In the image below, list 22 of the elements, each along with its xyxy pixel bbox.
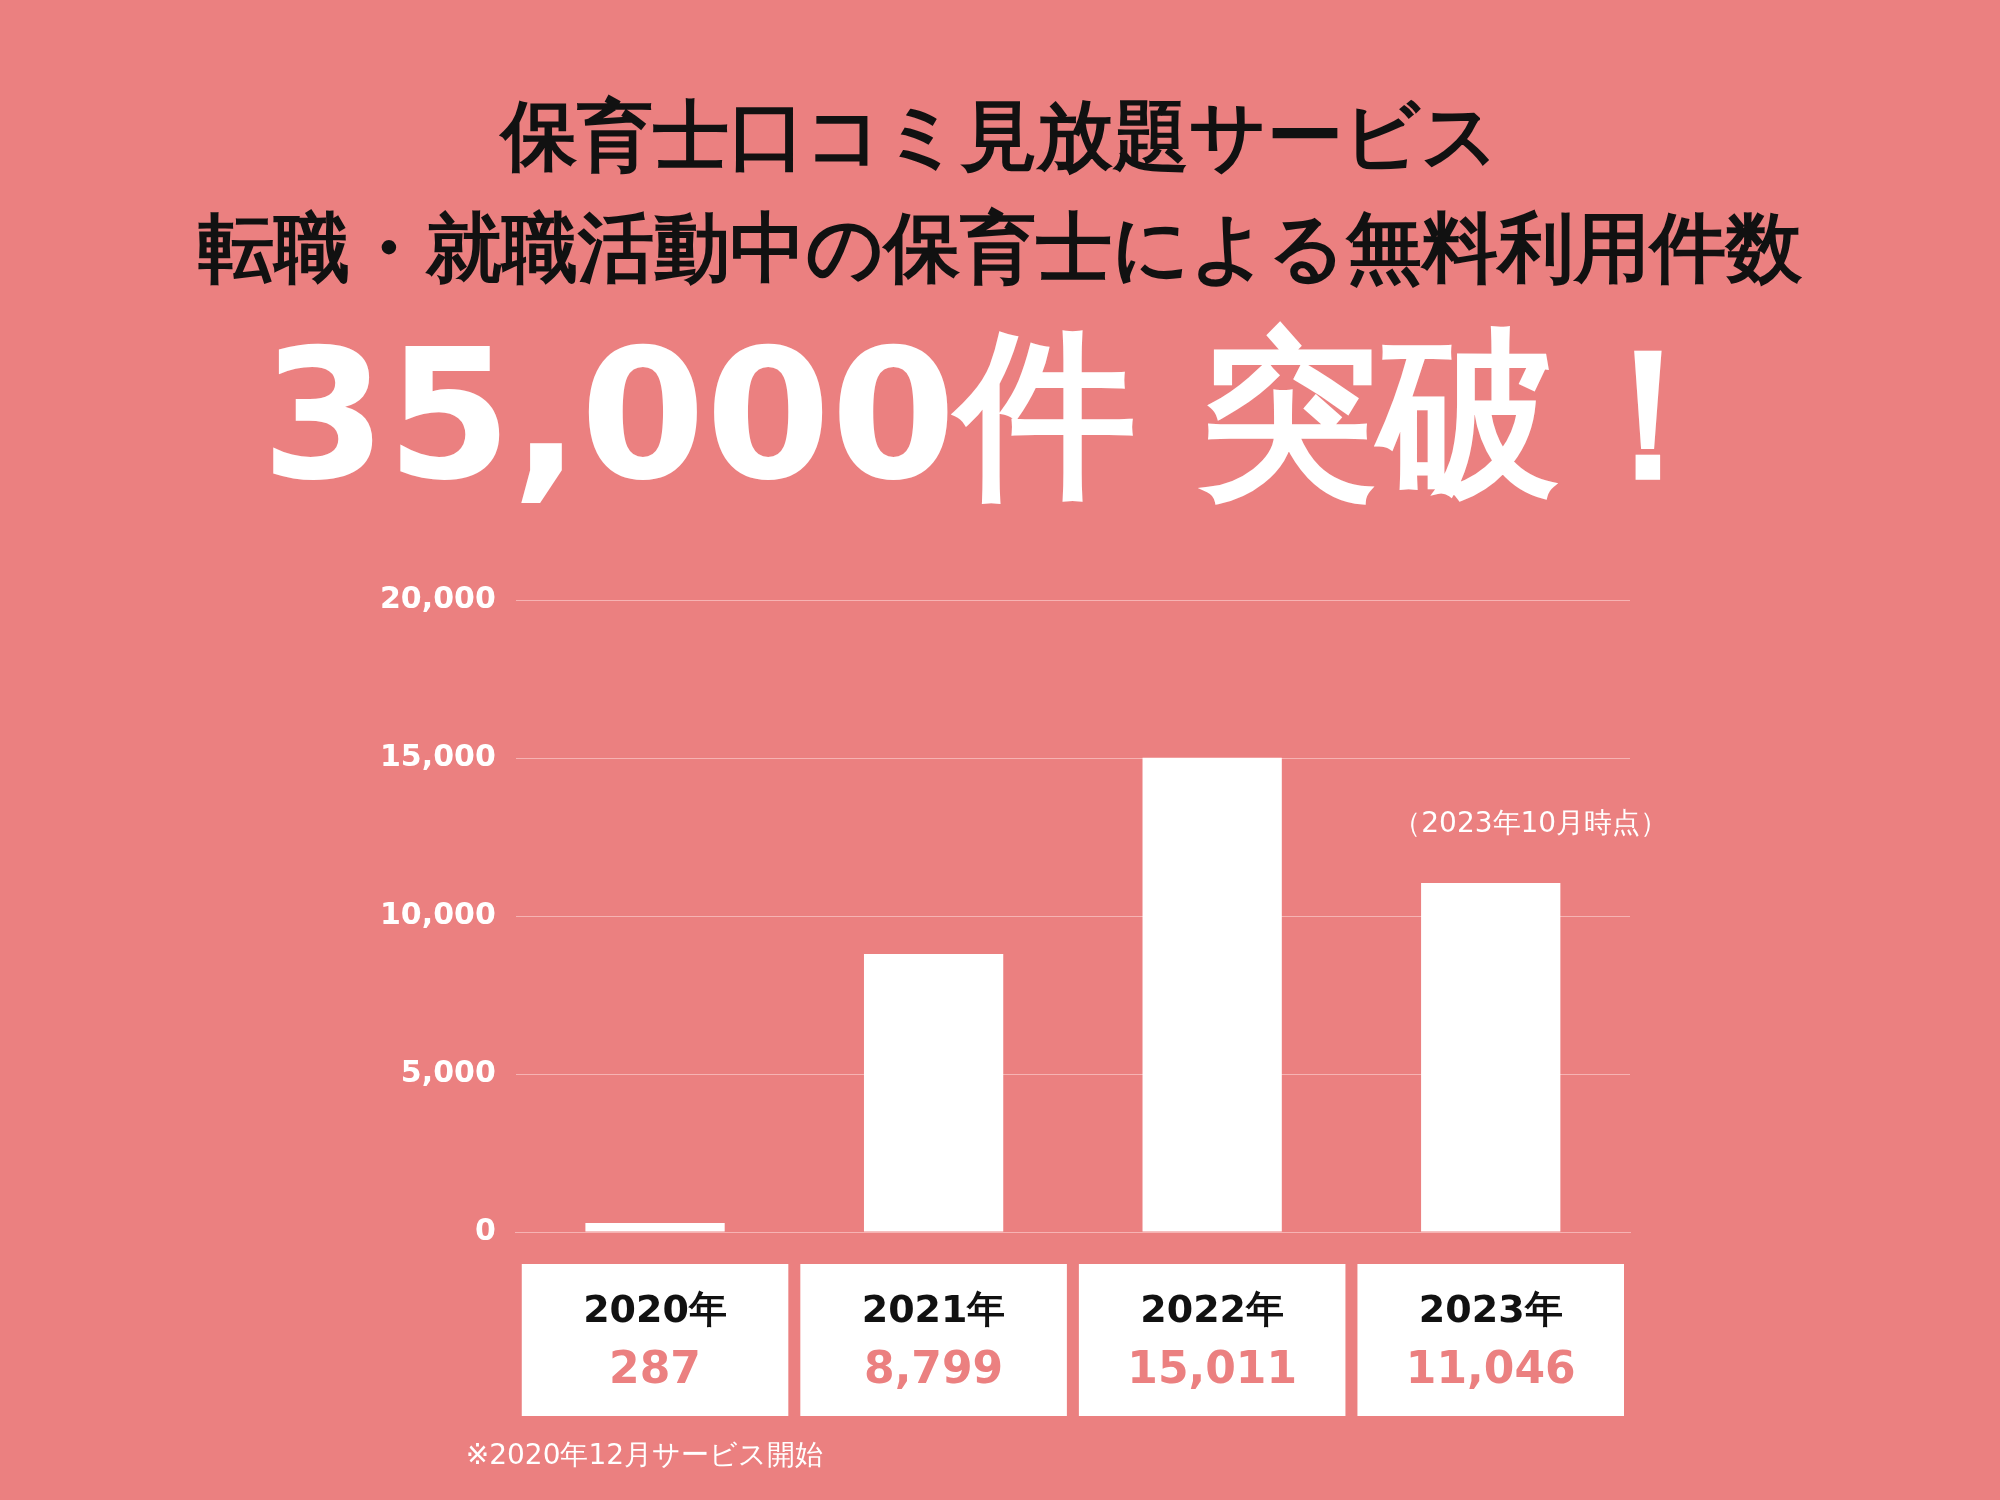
y-tick-label: 20,000 — [379, 579, 496, 615]
x-tick-label: 2021年 — [861, 1286, 1006, 1331]
bar — [1142, 757, 1282, 1232]
chart-title: 保育士口コミ見放題サービス — [498, 90, 1500, 182]
data-label: 8,799 — [864, 1342, 1004, 1394]
y-tick-label: 10,000 — [379, 895, 496, 931]
bar — [863, 953, 1004, 1232]
annotation: （2023年10月時点） — [1393, 806, 1669, 840]
y-tick-label: 15,000 — [379, 737, 496, 773]
bar — [585, 1222, 725, 1232]
x-tick-label: 2023年 — [1418, 1286, 1563, 1331]
bar — [1421, 882, 1561, 1232]
data-label: 11,046 — [1405, 1342, 1576, 1394]
data-label: 15,011 — [1127, 1342, 1298, 1394]
data-label: 287 — [609, 1342, 701, 1394]
chart-subtitle: 転職・就職活動中の保育士による無料利用件数 — [197, 202, 1803, 294]
y-tick-label: 5,000 — [400, 1053, 496, 1089]
text: 35,000件 突破！ — [260, 309, 1740, 521]
y-tick-label: 0 — [474, 1211, 496, 1247]
text: ※2020年12月サービス開始 — [465, 1438, 824, 1472]
x-tick-label: 2020年 — [583, 1286, 727, 1331]
x-tick-label: 2022年 — [1140, 1286, 1285, 1331]
